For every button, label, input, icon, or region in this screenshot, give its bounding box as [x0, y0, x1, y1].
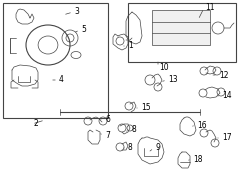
Text: 17: 17 — [222, 134, 232, 143]
Text: 1: 1 — [128, 42, 133, 51]
Text: 10: 10 — [159, 62, 169, 71]
Text: 4: 4 — [59, 75, 64, 84]
Text: 2: 2 — [33, 120, 38, 129]
Text: 5: 5 — [81, 26, 86, 35]
Text: 7: 7 — [105, 130, 110, 140]
Bar — [128, 3, 236, 62]
Text: 11: 11 — [205, 3, 214, 12]
Text: 8: 8 — [131, 125, 136, 134]
Text: 16: 16 — [197, 120, 207, 129]
Text: 6: 6 — [105, 114, 110, 123]
Text: 15: 15 — [141, 103, 151, 112]
Bar — [152, 10, 210, 45]
Text: 3: 3 — [74, 8, 79, 17]
Text: 13: 13 — [168, 75, 178, 84]
Text: 18: 18 — [193, 154, 203, 163]
Bar — [3, 3, 108, 118]
Text: 14: 14 — [222, 91, 232, 100]
Text: 9: 9 — [155, 143, 160, 152]
Text: 12: 12 — [219, 71, 228, 80]
Text: 8: 8 — [128, 143, 133, 152]
